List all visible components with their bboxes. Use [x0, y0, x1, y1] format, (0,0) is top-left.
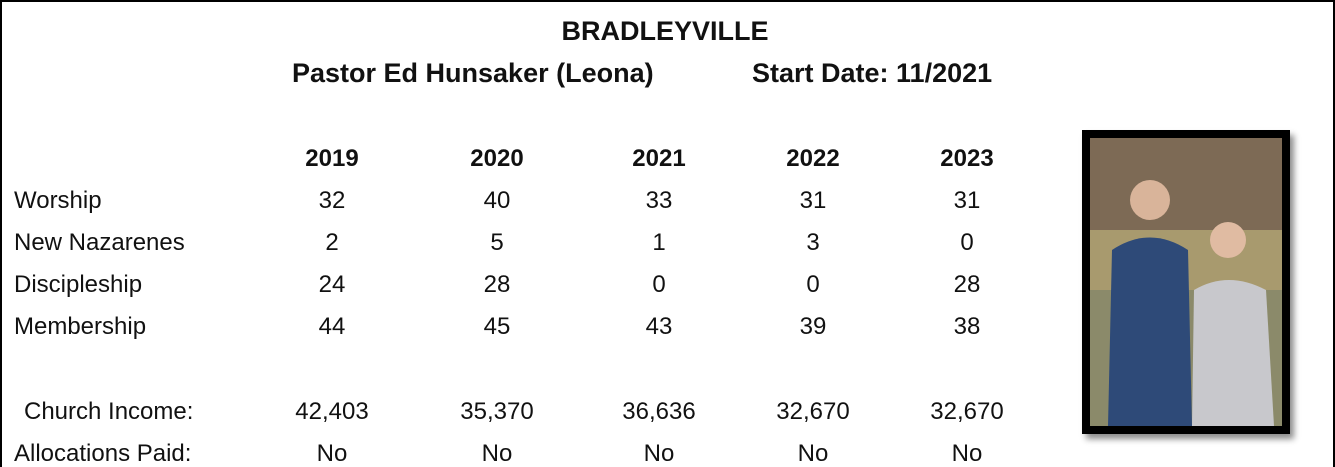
cell: 44 — [319, 315, 346, 339]
cell: 42,403 — [295, 400, 368, 424]
row-label: Allocations Paid: — [14, 442, 191, 466]
cell: 36,636 — [622, 400, 695, 424]
cell: 28 — [484, 273, 511, 297]
cell: 3 — [806, 231, 819, 255]
cell: 43 — [646, 315, 673, 339]
cell: 24 — [319, 273, 346, 297]
row-label: Discipleship — [14, 273, 142, 297]
cell: 40 — [484, 189, 511, 213]
cell: 35,370 — [460, 400, 533, 424]
cell: No — [482, 442, 513, 466]
column-header: 2019 — [305, 147, 358, 171]
cell: No — [317, 442, 348, 466]
cell: No — [644, 442, 675, 466]
cell: 33 — [646, 189, 673, 213]
cell: No — [798, 442, 829, 466]
cell: 31 — [954, 189, 981, 213]
cell: 32 — [319, 189, 346, 213]
cell: 1 — [652, 231, 665, 255]
pastor: Pastor Ed Hunsaker (Leona) — [292, 60, 654, 87]
column-header: 2023 — [940, 147, 993, 171]
cell: 38 — [954, 315, 981, 339]
row-label: Membership — [14, 315, 146, 339]
cell: 28 — [954, 273, 981, 297]
page: BRADLEYVILLE Pastor Ed Hunsaker (Leona) … — [0, 0, 1335, 467]
cell: 45 — [484, 315, 511, 339]
pastor-photo — [1082, 130, 1290, 434]
column-header: 2021 — [632, 147, 685, 171]
cell: 2 — [325, 231, 338, 255]
row-label: Church Income: — [24, 400, 193, 424]
cell: 5 — [490, 231, 503, 255]
column-header: 2020 — [470, 147, 523, 171]
cell: 32,670 — [776, 400, 849, 424]
cell: No — [952, 442, 983, 466]
cell: 31 — [800, 189, 827, 213]
column-header: 2022 — [786, 147, 839, 171]
cell: 32,670 — [930, 400, 1003, 424]
cell: 0 — [652, 273, 665, 297]
cell: 0 — [960, 231, 973, 255]
start-date: Start Date: 11/2021 — [752, 60, 992, 87]
row-label: New Nazarenes — [14, 231, 185, 255]
cell: 39 — [800, 315, 827, 339]
cell: 0 — [806, 273, 819, 297]
row-label: Worship — [14, 189, 102, 213]
title: BRADLEYVILLE — [561, 18, 768, 45]
